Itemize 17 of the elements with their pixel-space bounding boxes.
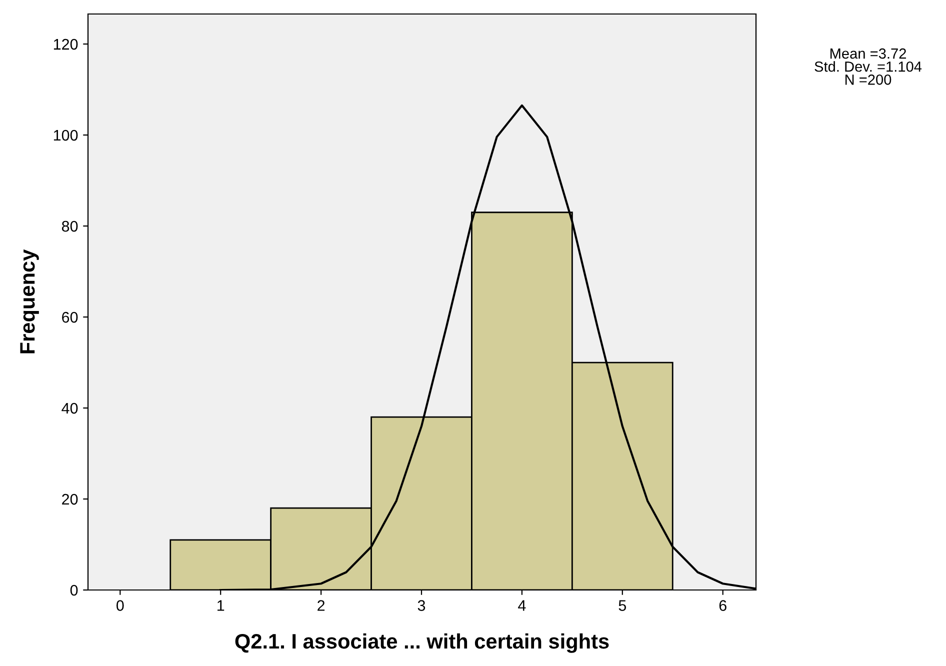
x-tick-label: 1 bbox=[218, 600, 224, 611]
y-tick-label: 120 bbox=[54, 38, 78, 50]
text: Mean =3.72 Std. Dev. =1.104 N =200 bbox=[814, 48, 922, 85]
x-axis-title: Q2.1. I associate ... with certain sights bbox=[235, 633, 609, 653]
y-tick-label: 80 bbox=[62, 220, 78, 232]
y-tick-label: 20 bbox=[62, 494, 78, 505]
y-tick-label: 100 bbox=[54, 130, 78, 141]
x-tick-label: 2 bbox=[318, 600, 325, 611]
y-tick-label: 0 bbox=[70, 584, 78, 596]
x-tick-label: 6 bbox=[719, 600, 726, 611]
y-tick-label: 40 bbox=[62, 402, 78, 414]
x-tick-label: 4 bbox=[518, 600, 526, 611]
y-tick-label: 60 bbox=[62, 312, 78, 323]
x-tick-label: 0 bbox=[116, 600, 124, 611]
x-tick-label: 3 bbox=[418, 600, 426, 611]
x-tick-label: 5 bbox=[618, 600, 626, 611]
y-axis-title: Frequency bbox=[20, 249, 39, 354]
